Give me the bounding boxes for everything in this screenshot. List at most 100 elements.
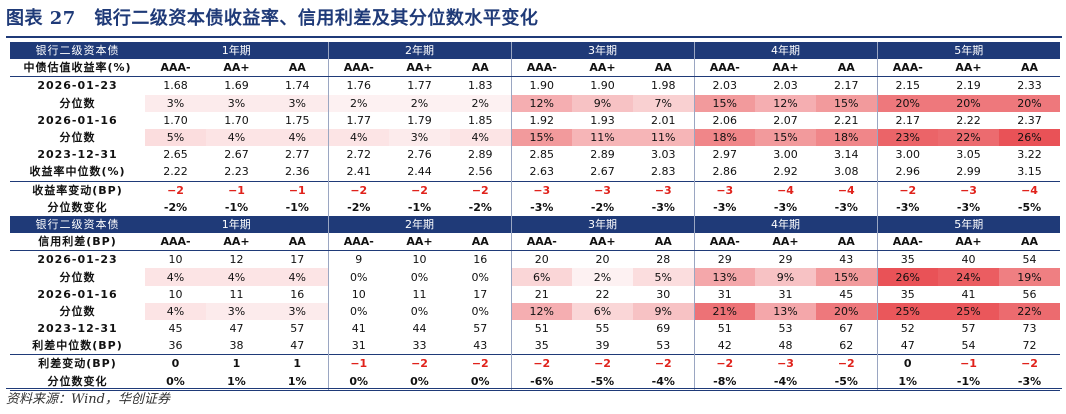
table-cell: 2.41 xyxy=(327,163,389,181)
row-label: 分位数 xyxy=(59,270,96,284)
rating-header: AA+ xyxy=(755,233,816,252)
table-cell: -3% xyxy=(651,200,675,214)
tenor-header: 3年期 xyxy=(510,215,694,234)
table-cell: 0% xyxy=(410,270,429,284)
table-cell: 55 xyxy=(595,322,610,336)
rating-header: AAA- xyxy=(693,233,755,252)
table-cell: 21% xyxy=(693,302,755,320)
table-cell: 41 xyxy=(327,320,389,338)
table-cell: 1.92 xyxy=(510,111,572,129)
table-cell: −1 xyxy=(327,354,389,373)
table-cell: 3.00 xyxy=(876,146,938,164)
table-cell: 10 xyxy=(327,285,389,303)
table-cell: 5% xyxy=(633,268,694,286)
rating-header: AAA- xyxy=(145,233,206,252)
table-cell: 33 xyxy=(412,339,427,353)
table-cell: 17 xyxy=(290,253,305,267)
table-cell: 15% xyxy=(510,128,572,147)
tenor-header: 3年期 xyxy=(510,42,694,60)
table-cell: 1.93 xyxy=(590,113,615,127)
table-cell: 42 xyxy=(693,337,755,355)
table-cell: 31 xyxy=(327,337,389,355)
row-label: 分位数变化 xyxy=(10,372,145,391)
section-header-row: 银行二级资本债 1年期 2年期 3年期 4年期 5年期 xyxy=(10,215,1060,234)
rating-header: AAA- xyxy=(693,59,755,78)
table-cell: 1% xyxy=(876,372,938,391)
table-cell: −1 xyxy=(938,354,999,373)
table-cell: 20% xyxy=(816,302,877,320)
table-cell: 1.90 xyxy=(510,76,572,95)
table-cell: 16 xyxy=(473,253,488,267)
table-cell: 1.77 xyxy=(407,79,432,93)
metric-label: 中债估值收益率(%) xyxy=(10,59,145,78)
rating-header: AA xyxy=(450,59,511,78)
table-cell: 4% xyxy=(206,268,267,286)
table-cell: 25% xyxy=(876,302,938,320)
table-cell: 15% xyxy=(816,268,877,286)
rating-header: AA xyxy=(450,233,511,252)
table-cell: 2.77 xyxy=(285,148,310,162)
table-cell: 3% xyxy=(267,94,328,112)
table-cell: 35 xyxy=(876,250,938,269)
table-cell: -1% xyxy=(407,200,432,214)
rating-header: AA xyxy=(816,59,877,78)
table-cell: 2.99 xyxy=(956,165,981,179)
rating-header: AA xyxy=(999,59,1060,78)
table-cell: 26% xyxy=(999,128,1060,147)
tenor-header: 2年期 xyxy=(327,215,511,234)
table-row: 分位数 4% 4% 4% 0% 0% 0% 6% 2% 5% 13% 9% 15% 26% 24% 19% xyxy=(10,268,1060,286)
table-cell: 3% xyxy=(267,302,328,320)
table-cell: 1.70 xyxy=(163,113,188,127)
table-cell: 53 xyxy=(778,322,793,336)
table-cell: 11% xyxy=(633,128,694,147)
table-cell: 2.83 xyxy=(651,165,676,179)
table-cell: 1.83 xyxy=(468,79,493,93)
table-cell: 28 xyxy=(656,253,671,267)
rating-header: AA xyxy=(633,233,694,252)
table-cell: −4 xyxy=(999,180,1060,199)
table-cell: 0% xyxy=(471,304,489,318)
table-cell: -1% xyxy=(224,200,249,214)
table-cell: 2.22 xyxy=(956,113,981,127)
tenor-header: 5年期 xyxy=(876,42,1060,60)
table-cell: 56 xyxy=(1022,287,1037,301)
table-cell: -1% xyxy=(285,200,309,214)
table-cell: −2 xyxy=(389,354,450,373)
table-cell: 47 xyxy=(229,322,244,336)
table-cell: 25% xyxy=(938,302,999,320)
table-cell: 9% xyxy=(755,268,816,286)
row-label: 2023-12-31 xyxy=(37,322,118,336)
table-cell: 40 xyxy=(961,253,976,267)
table-cell: 2.86 xyxy=(693,163,755,181)
row-label: 分位数 xyxy=(59,304,96,318)
source-note: 资料来源：Wind，华创证券 xyxy=(6,392,170,407)
table-row: 2026-01-16 10 11 16 10 11 17 21 22 30 31 31 45 35 41 56 xyxy=(10,285,1060,303)
table-cell: 10 xyxy=(412,253,427,267)
table-cell: 2.17 xyxy=(834,79,859,93)
table-cell: 51 xyxy=(510,320,572,338)
table-cell: 1.85 xyxy=(468,113,493,127)
table-cell: 4% xyxy=(267,128,328,147)
table-cell: −3 xyxy=(633,180,694,199)
table-cell: 2.33 xyxy=(1017,79,1042,93)
table-cell: 20 xyxy=(510,250,572,269)
title-divider xyxy=(6,36,1062,38)
table-cell: −3 xyxy=(755,354,816,373)
table-cell: 6% xyxy=(572,302,633,320)
table-cell: 3% xyxy=(206,302,267,320)
table-cell: 45 xyxy=(839,287,854,301)
table-cell: 2.76 xyxy=(407,148,432,162)
row-label: 分位数 xyxy=(59,131,96,145)
table-cell: −2 xyxy=(145,180,206,199)
rating-header: AA xyxy=(999,233,1060,252)
table-cell: 57 xyxy=(473,322,488,336)
table-cell: -3% xyxy=(999,372,1060,391)
rating-header: AAA- xyxy=(510,59,572,78)
table-cell: -2% xyxy=(163,200,188,214)
table-cell: -5% xyxy=(572,372,633,391)
rating-header: AAA- xyxy=(876,233,938,252)
table-cell: 2.85 xyxy=(510,146,572,164)
table-cell: 0% xyxy=(450,372,511,391)
table-cell: −3 xyxy=(572,180,633,199)
